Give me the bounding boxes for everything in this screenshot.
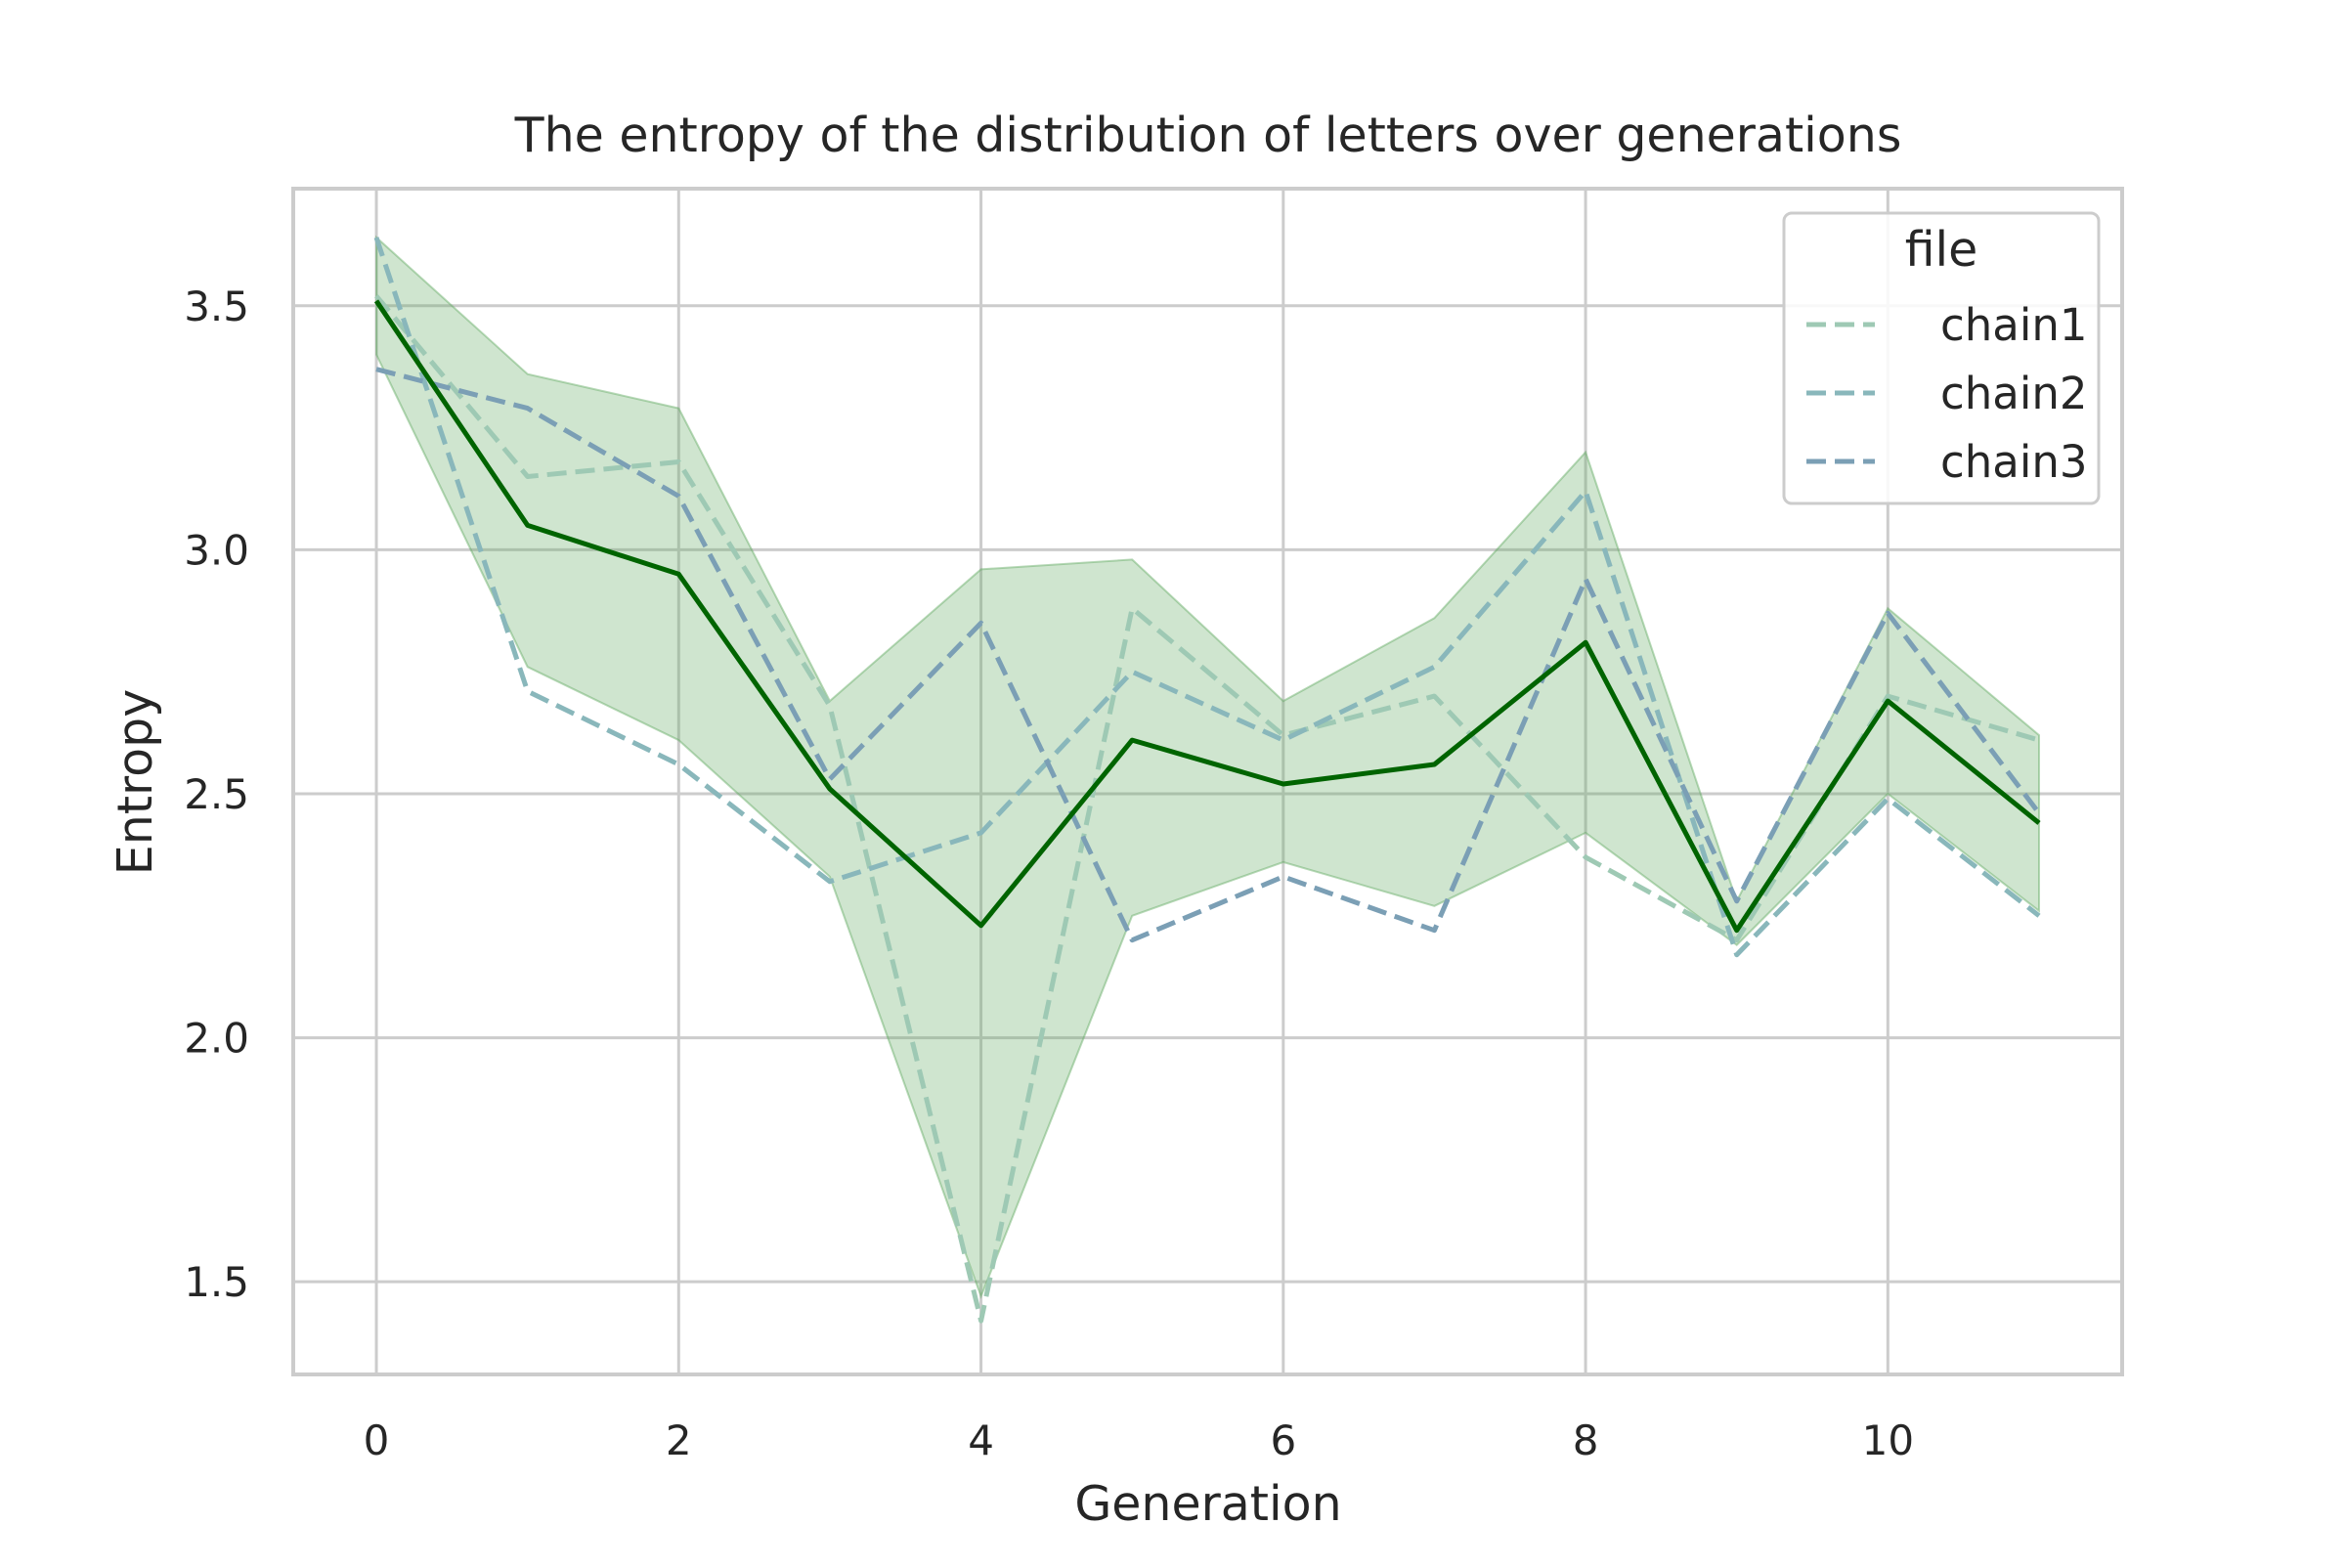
y-tick-label: 3.0 (184, 526, 249, 574)
x-tick-label: 10 (1862, 1416, 1914, 1464)
x-tick-labels: 0 2 4 6 8 10 (364, 1416, 1914, 1464)
x-tick-label: 4 (968, 1416, 994, 1464)
mean-line-layer (373, 299, 2041, 934)
series-line-chain3 (375, 367, 2041, 943)
x-tick-label: 2 (666, 1416, 692, 1464)
legend-item-chain1: chain1 (1806, 299, 2088, 351)
y-tick-label: 2.5 (184, 770, 249, 818)
mean-line (373, 299, 2041, 934)
legend-items: chain1 chain2 chain3 (1806, 299, 2088, 488)
legend-title: file (1905, 222, 1978, 278)
y-axis-label: Entropy (108, 689, 163, 875)
legend-label: chain2 (1940, 368, 2088, 419)
y-tick-labels: 1.5 2.0 2.5 3.0 3.5 (184, 283, 249, 1306)
y-tick-label: 2.0 (184, 1015, 249, 1063)
plot-frame (291, 187, 2124, 1376)
y-tick-label: 1.5 (184, 1258, 249, 1306)
x-tick-label: 6 (1270, 1416, 1296, 1464)
confidence-band-layer (375, 235, 2040, 1299)
chart-title: The entropy of the distribution of lette… (514, 108, 1902, 163)
legend-label: chain3 (1940, 436, 2088, 488)
legend-label: chain1 (1940, 299, 2088, 351)
series-lines-layer (373, 237, 2041, 1324)
series-line-chain2 (373, 237, 2041, 958)
x-tick-label: 8 (1573, 1416, 1599, 1464)
y-tick-label: 3.5 (184, 283, 249, 330)
x-axis-label: Generation (1074, 1476, 1341, 1532)
legend-item-chain2: chain2 (1806, 368, 2088, 419)
legend-item-chain3: chain3 (1806, 436, 2088, 488)
legend-box (1782, 211, 2101, 505)
confidence-band (375, 235, 2040, 1299)
legend: file chain1 chain2 chain3 (1782, 211, 2101, 505)
x-tick-label: 0 (364, 1416, 390, 1464)
series-line-chain1 (374, 294, 2040, 1324)
